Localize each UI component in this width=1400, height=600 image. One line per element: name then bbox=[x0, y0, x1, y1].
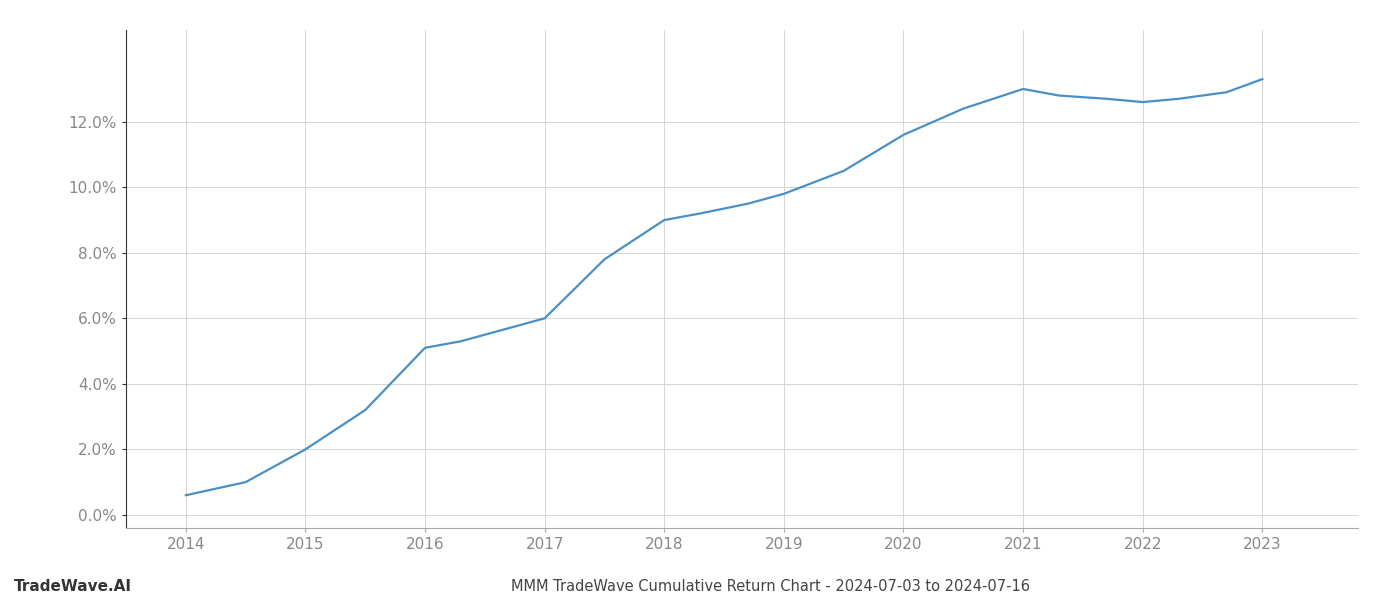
Text: TradeWave.AI: TradeWave.AI bbox=[14, 579, 132, 594]
Text: MMM TradeWave Cumulative Return Chart - 2024-07-03 to 2024-07-16: MMM TradeWave Cumulative Return Chart - … bbox=[511, 579, 1029, 594]
